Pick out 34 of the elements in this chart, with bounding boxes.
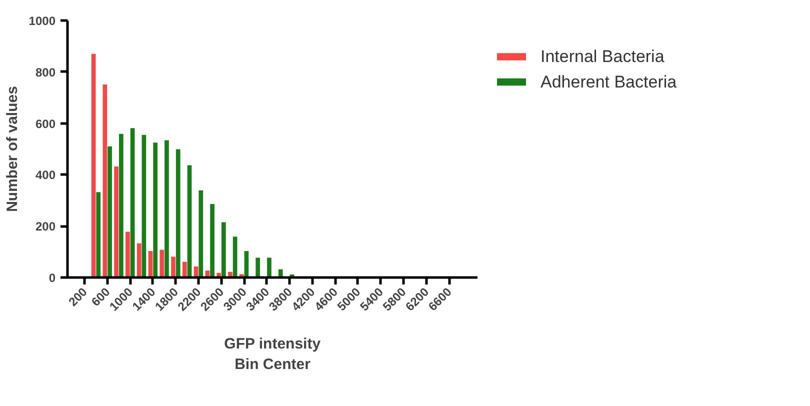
legend-label: Internal Bacteria	[540, 47, 665, 66]
bar	[267, 258, 272, 278]
bar	[118, 134, 124, 278]
bar	[91, 54, 96, 278]
y-tick-label: 400	[35, 168, 56, 182]
bar	[126, 232, 130, 278]
y-tick-label: 800	[35, 65, 56, 80]
bar	[130, 128, 135, 278]
bar	[182, 262, 187, 278]
y-tick-label: 200	[35, 220, 56, 234]
bar	[256, 258, 260, 278]
bar	[114, 166, 119, 278]
bar	[142, 134, 146, 278]
legend-label: Adherent Bacteria	[540, 72, 678, 92]
bar	[102, 84, 108, 278]
bar	[136, 243, 142, 278]
bar	[108, 146, 112, 278]
bar	[176, 149, 180, 278]
bar	[187, 165, 192, 278]
y-axis-title: Number of values	[4, 86, 21, 212]
bar	[210, 204, 214, 278]
x-axis-title: GFP intensity Bin Center	[224, 336, 322, 374]
y-tick-label: 1000	[28, 14, 56, 28]
bar	[164, 140, 169, 278]
x-tick-label: 200	[66, 284, 90, 309]
y-tick-label: 0	[48, 271, 56, 285]
bar	[160, 250, 164, 278]
bar	[96, 192, 101, 278]
bar	[232, 236, 238, 278]
bar	[221, 222, 226, 278]
bar	[171, 256, 176, 278]
bar	[153, 142, 158, 278]
y-tick-label: 600	[35, 116, 56, 131]
bar	[198, 190, 204, 278]
